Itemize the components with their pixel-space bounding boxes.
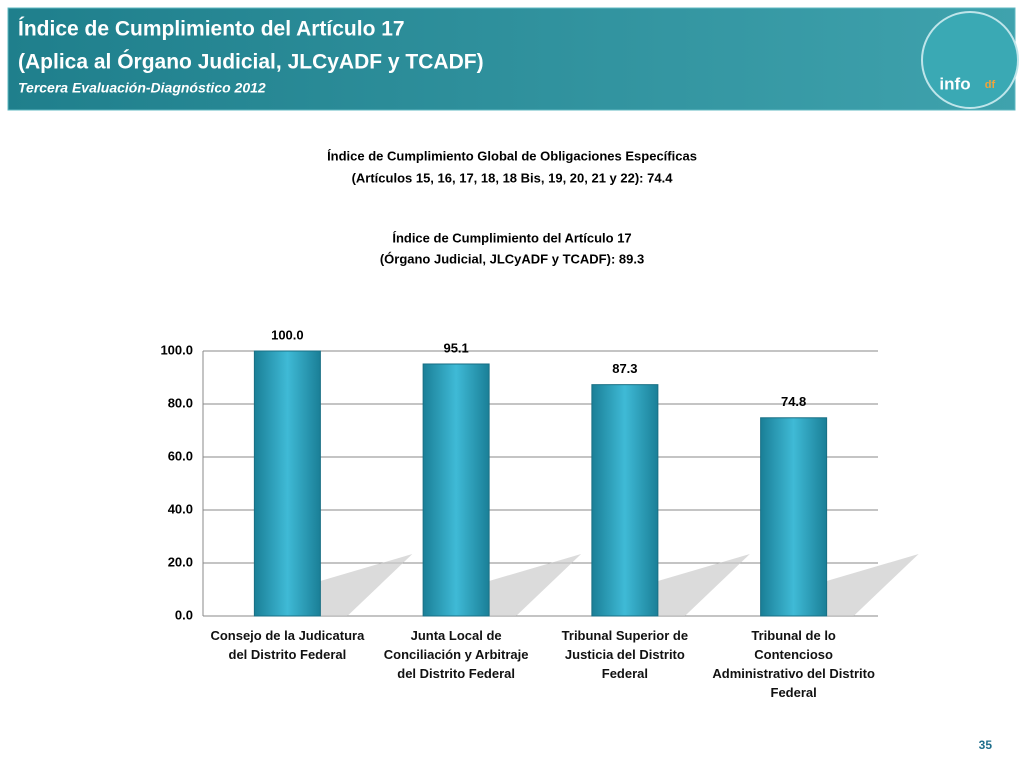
y-tick-label: 60.0 [168, 448, 193, 463]
chart-subtitle: (Órgano Judicial, JLCyADF y TCADF): 89.3 [380, 251, 644, 266]
bar [422, 363, 490, 617]
bar-shadow [657, 554, 750, 616]
y-tick-label: 20.0 [168, 554, 193, 569]
x-tick-label: Junta Local de Conciliación y Arbitraje … [383, 628, 529, 681]
chart-title: Índice de Cumplimiento Global de Obligac… [327, 148, 697, 163]
y-tick-label: 0.0 [175, 607, 193, 622]
chart-title: (Artículos 15, 16, 17, 18, 18 Bis, 19, 2… [352, 170, 674, 185]
chart-subtitle: Índice de Cumplimiento del Artículo 17 [392, 230, 631, 245]
header-title: (Aplica al Órgano Judicial, JLCyADF y TC… [18, 50, 484, 74]
x-tick-label: Tribunal de lo Contencioso Administrativ… [712, 628, 875, 700]
value-label: 74.8 [781, 394, 806, 409]
y-tick-label: 40.0 [168, 501, 193, 516]
bar [253, 350, 321, 617]
logo-text: df [985, 79, 996, 91]
logo [921, 11, 1019, 109]
bar-shadow [826, 554, 919, 616]
y-tick-label: 80.0 [168, 395, 193, 410]
bar-shadow [320, 554, 413, 616]
y-tick-label: 100.0 [160, 342, 193, 357]
logo-text: info [939, 74, 970, 93]
bar-shadow [489, 554, 582, 616]
header-subtitle: Tercera Evaluación-Diagnóstico 2012 [18, 80, 266, 96]
value-label: 95.1 [443, 340, 468, 355]
value-label: 87.3 [612, 361, 637, 376]
bar [760, 417, 828, 617]
header-title: Índice de Cumplimiento del Artículo 17 [18, 18, 405, 41]
page-number: 35 [979, 738, 993, 752]
bar [591, 384, 659, 617]
x-tick-label: Consejo de la Judicatura del Distrito Fe… [210, 628, 365, 662]
header-bar [7, 7, 1016, 111]
value-label: 100.0 [271, 327, 304, 342]
x-tick-label: Tribunal Superior de Justicia del Distri… [561, 628, 689, 681]
